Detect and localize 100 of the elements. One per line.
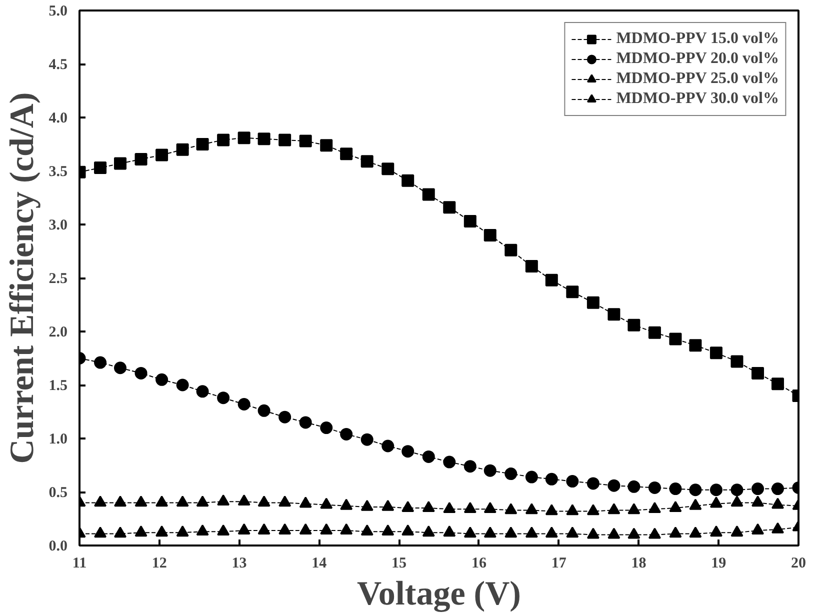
point [525,526,538,538]
x-axis-title: Voltage (V) [357,576,522,612]
point [525,260,538,272]
point [382,440,394,452]
point [258,404,270,417]
point [566,475,579,488]
point [258,132,270,146]
y-tick-label: 5.0 [48,4,68,20]
point [771,522,784,534]
point [669,526,682,538]
point [771,482,784,496]
point [156,526,168,537]
point [608,308,620,321]
point [669,332,682,346]
point [710,496,722,508]
point [504,526,518,538]
point [382,500,394,511]
x-tick-label: 11 [72,556,87,572]
point [402,500,414,512]
y-tick-label: 4.0 [48,110,68,126]
point [217,392,230,404]
x-tick-label: 13 [232,556,247,572]
point [422,526,435,537]
point [278,496,292,507]
legend-label: MDMO-PPV 20.0 vol% [616,50,779,68]
point [504,468,518,480]
point [730,484,744,496]
y-tick-label: 4.5 [48,57,68,73]
point [114,496,126,507]
point [443,502,456,514]
point [689,339,702,352]
y-tick-label: 1.5 [48,378,68,394]
point [422,500,435,512]
point [566,504,579,516]
point [669,500,682,512]
point [525,503,538,514]
x-tick-label: 15 [392,556,407,572]
point [238,494,250,506]
point [156,373,168,386]
point [360,524,374,536]
y-axis-title: Current Efficiency (cd/A) [4,92,41,464]
point [340,428,353,440]
point [710,526,722,537]
point [134,526,148,537]
point [752,366,764,380]
point [176,378,189,392]
point [176,143,189,156]
point [586,296,600,309]
point [114,362,126,374]
point [94,356,107,369]
y-tick-label: 1.0 [48,432,68,448]
point [340,523,353,534]
point [196,385,209,398]
y-tick-label: 3.0 [48,218,68,234]
point [134,152,148,166]
point [545,274,558,286]
point [566,526,579,538]
point [320,139,333,152]
point [360,433,374,446]
point [196,496,209,507]
point [464,215,476,228]
x-tick-label: 12 [152,556,167,572]
point [628,503,640,514]
point [196,524,209,536]
y-tick-label: 3.5 [48,164,68,180]
point [422,450,435,463]
x-tick-label: 16 [471,556,487,572]
point [402,524,414,536]
point [217,524,230,536]
point [752,523,764,534]
point [94,496,107,507]
y-tick-label: 2.0 [48,324,68,340]
point [628,480,640,493]
point [340,498,353,510]
point [176,526,189,537]
point [94,526,107,538]
point [648,326,661,339]
point [114,157,126,170]
point [628,528,640,539]
x-tick-label: 14 [312,556,328,572]
x-tick-label: 19 [711,556,726,572]
x-tick-label: 17 [551,556,567,572]
point [320,422,333,434]
point [752,482,764,496]
point [299,416,312,429]
point [278,523,292,534]
point [648,502,661,514]
point [94,162,107,174]
point [484,502,496,514]
y-tick-label: 0.0 [48,538,68,554]
point [771,378,784,390]
point [258,523,270,534]
point [156,496,168,507]
point [545,504,558,516]
point [443,201,456,214]
point [382,162,394,176]
point [299,134,312,148]
point [608,528,620,539]
point [238,398,250,410]
point [545,526,558,538]
